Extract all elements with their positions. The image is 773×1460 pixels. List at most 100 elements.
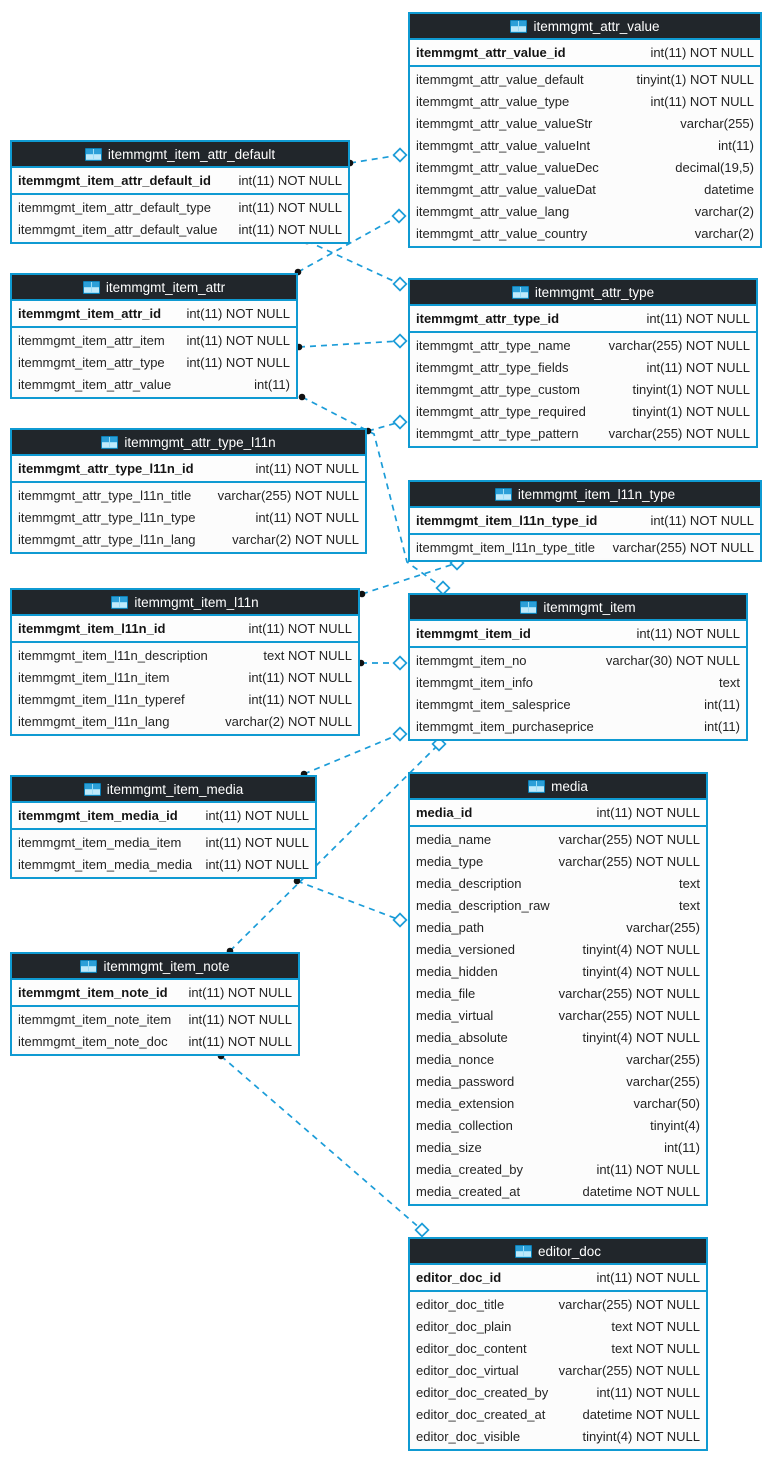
relationship-itemmgmt_attr_type_l11n-to-itemmgmt_attr_type[interactable] (364, 414, 408, 435)
column-type: int(11) NOT NULL (596, 1384, 700, 1400)
db-table-media[interactable]: media media_id int(11) NOT NULL media_na… (408, 772, 708, 1206)
pk-column-type: int(11) NOT NULL (646, 311, 750, 326)
column-type: int(11) NOT NULL (248, 691, 352, 707)
relationship-itemmgmt_item_attr_default-to-itemmgmt_attr_value[interactable] (346, 147, 408, 167)
relationship-itemmgmt_item_media-to-itemmgmt_item[interactable] (300, 726, 408, 778)
column-name: media_extension (416, 1095, 515, 1111)
column-name: media_versioned (416, 941, 516, 957)
db-table-itemmgmt_attr_type[interactable]: itemmgmt_attr_type itemmgmt_attr_type_id… (408, 278, 758, 448)
column-row: itemmgmt_item_media_media int(11) NOT NUL… (12, 853, 315, 875)
pk-column-name: itemmgmt_attr_type_id (416, 311, 560, 326)
db-table-itemmgmt_attr_value[interactable]: itemmgmt_attr_value itemmgmt_attr_value_… (408, 12, 762, 248)
column-row: media_path varchar(255) (410, 916, 706, 938)
column-row: media_virtual varchar(255) NOT NULL (410, 1004, 706, 1026)
column-type: varchar(255) NOT NULL (608, 337, 750, 353)
relationship-itemmgmt_item_note-to-editor_doc[interactable] (217, 1052, 430, 1238)
table-header[interactable]: itemmgmt_attr_value (410, 14, 760, 40)
table-icon (511, 285, 529, 299)
table-icon (528, 779, 546, 793)
column-name: itemmgmt_item_attr_default_value (18, 221, 218, 237)
relationship-itemmgmt_item_media-to-media[interactable] (293, 877, 408, 928)
column-type: text (719, 674, 740, 690)
column-name: itemmgmt_item_l11n_typeref (18, 691, 185, 707)
table-header[interactable]: itemmgmt_item (410, 595, 746, 621)
pk-row: itemmgmt_item_attr_id int(11) NOT NULL (12, 301, 296, 328)
column-rows: editor_doc_title varchar(255) NOT NULL edi… (410, 1292, 706, 1449)
table-header[interactable]: itemmgmt_item_attr_default (12, 142, 348, 168)
column-type: tinyint(4) NOT NULL (582, 941, 700, 957)
column-row: media_name varchar(255) NOT NULL (410, 828, 706, 850)
table-icon (80, 959, 98, 973)
column-type: tinyint(4) NOT NULL (582, 1428, 700, 1444)
column-row: itemmgmt_item_note_doc int(11) NOT NULL (12, 1030, 298, 1052)
column-name: media_created_at (416, 1183, 521, 1199)
column-type: text NOT NULL (611, 1340, 700, 1356)
column-row: itemmgmt_item_salesprice int(11) (410, 693, 746, 715)
db-table-itemmgmt_item_l11n[interactable]: itemmgmt_item_l11n itemmgmt_item_l11n_id… (10, 588, 360, 736)
column-rows: itemmgmt_attr_type_l11n_title varchar(255… (12, 483, 365, 552)
column-row: itemmgmt_attr_value_valueDec decimal(19,5… (410, 156, 760, 178)
column-type: tinyint(1) NOT NULL (636, 71, 754, 87)
table-header[interactable]: itemmgmt_item_media (12, 777, 315, 803)
table-title: itemmgmt_item_note (103, 958, 230, 974)
column-rows: itemmgmt_attr_value_default tinyint(1) NO… (410, 67, 760, 246)
table-header[interactable]: itemmgmt_item_l11n_type (410, 482, 760, 508)
db-table-itemmgmt_item[interactable]: itemmgmt_item itemmgmt_item_id int(11) N… (408, 593, 748, 741)
pk-row: itemmgmt_attr_type_id int(11) NOT NULL (410, 306, 756, 333)
fk-endpoint-dot (298, 393, 306, 401)
column-row: itemmgmt_item_l11n_typeref int(11) NOT NU… (12, 688, 358, 710)
column-row: media_created_at datetime NOT NULL (410, 1180, 706, 1202)
column-row: itemmgmt_item_info text (410, 671, 746, 693)
column-name: media_path (416, 919, 484, 935)
db-table-itemmgmt_item_attr_default[interactable]: itemmgmt_item_attr_default itemmgmt_item… (10, 140, 350, 244)
table-header[interactable]: itemmgmt_attr_type_l11n (12, 430, 365, 456)
column-type: text NOT NULL (611, 1318, 700, 1334)
pk-row: itemmgmt_item_l11n_type_id int(11) NOT N… (410, 508, 760, 535)
table-header[interactable]: media (410, 774, 706, 800)
table-header[interactable]: itemmgmt_item_attr (12, 275, 296, 301)
pk-column-name: editor_doc_id (416, 1270, 502, 1285)
column-name: itemmgmt_attr_value_valueStr (416, 115, 593, 131)
column-name: media_description_raw (416, 897, 550, 913)
relationship-itemmgmt_item_l11n-to-itemmgmt_item_l11n_type[interactable] (358, 555, 465, 598)
pk-column-name: itemmgmt_item_note_id (18, 985, 168, 1000)
table-header[interactable]: itemmgmt_item_note (12, 954, 298, 980)
pk-column-type: int(11) NOT NULL (238, 173, 342, 188)
table-title: itemmgmt_item_attr_default (107, 146, 276, 162)
column-row: media_type varchar(255) NOT NULL (410, 850, 706, 872)
db-table-itemmgmt_item_note[interactable]: itemmgmt_item_note itemmgmt_item_note_id… (10, 952, 300, 1056)
column-name: itemmgmt_attr_value_default (416, 71, 584, 87)
column-type: int(11) (704, 718, 740, 734)
column-name: itemmgmt_attr_type_required (416, 403, 586, 419)
relationship-itemmgmt_item_l11n-to-itemmgmt_item[interactable] (357, 655, 408, 671)
db-table-itemmgmt_attr_type_l11n[interactable]: itemmgmt_attr_type_l11n itemmgmt_attr_ty… (10, 428, 367, 554)
column-type: int(11) NOT NULL (186, 332, 290, 348)
table-header[interactable]: itemmgmt_item_l11n (12, 590, 358, 616)
db-table-itemmgmt_item_media[interactable]: itemmgmt_item_media itemmgmt_item_media_… (10, 775, 317, 879)
db-table-itemmgmt_item_l11n_type[interactable]: itemmgmt_item_l11n_type itemmgmt_item_l1… (408, 480, 762, 562)
relationship-itemmgmt_item_attr-to-itemmgmt_attr_value[interactable] (294, 208, 407, 276)
column-name: itemmgmt_attr_value_valueInt (416, 137, 591, 153)
table-header[interactable]: editor_doc (410, 1239, 706, 1265)
table-icon (83, 782, 101, 796)
column-type: varchar(255) NOT NULL (608, 425, 750, 441)
column-row: itemmgmt_item_attr_item int(11) NOT NULL (12, 329, 296, 351)
column-type: varchar(255) NOT NULL (612, 539, 754, 555)
column-name: itemmgmt_item_info (416, 674, 534, 690)
pk-row: itemmgmt_attr_type_l11n_id int(11) NOT N… (12, 456, 365, 483)
column-row: media_size int(11) (410, 1136, 706, 1158)
column-type: tinyint(1) NOT NULL (632, 381, 750, 397)
pk-column-type: int(11) NOT NULL (188, 985, 292, 1000)
pk-column-type: int(11) NOT NULL (650, 513, 754, 528)
relationship-itemmgmt_item_attr-to-itemmgmt_item[interactable] (298, 393, 451, 596)
db-table-itemmgmt_item_attr[interactable]: itemmgmt_item_attr itemmgmt_item_attr_id… (10, 273, 298, 399)
relationship-itemmgmt_item_attr_default-to-itemmgmt_attr_type[interactable] (303, 237, 408, 292)
db-table-editor_doc[interactable]: editor_doc editor_doc_id int(11) NOT NUL… (408, 1237, 708, 1451)
column-type: varchar(255) NOT NULL (558, 1362, 700, 1378)
column-type: int(11) NOT NULL (238, 221, 342, 237)
relationship-itemmgmt_item_attr-to-itemmgmt_attr_type[interactable] (295, 333, 408, 351)
column-row: media_description_raw text (410, 894, 706, 916)
table-header[interactable]: itemmgmt_attr_type (410, 280, 756, 306)
column-row: itemmgmt_attr_type_custom tinyint(1) NOT … (410, 378, 756, 400)
column-name: itemmgmt_attr_type_custom (416, 381, 581, 397)
